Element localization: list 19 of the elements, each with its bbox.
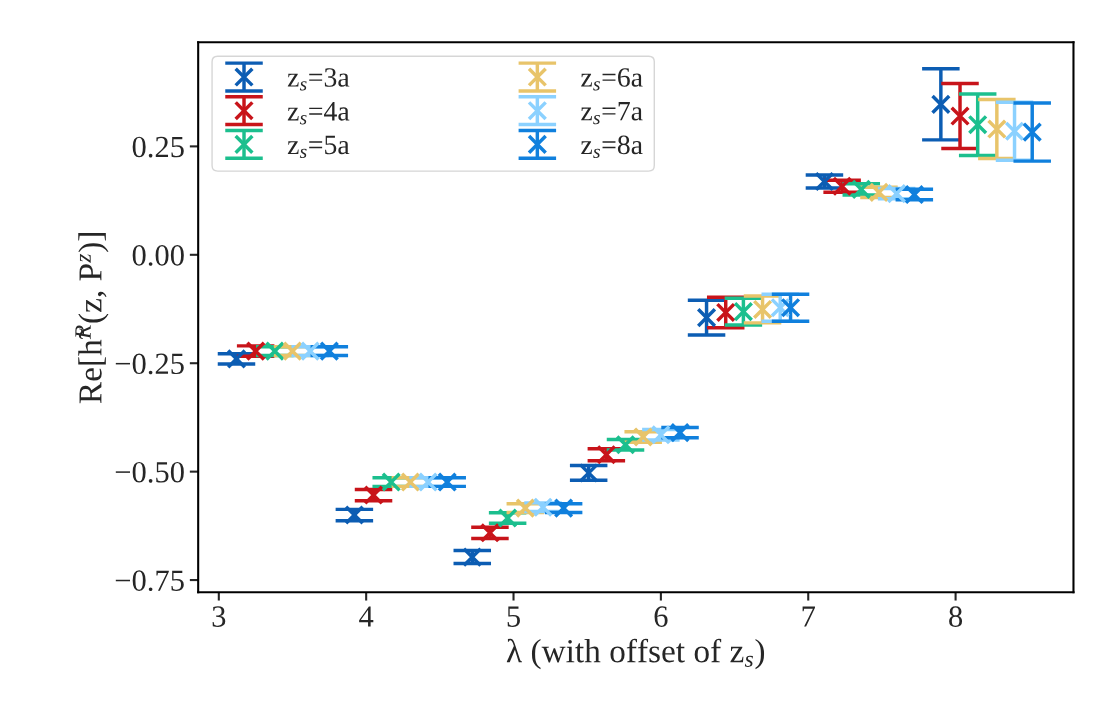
legend-label: z$_{s}$=6a — [581, 68, 643, 91]
y-tick-label: −0.25 — [115, 353, 184, 375]
x-tick-label: 8 — [949, 606, 963, 627]
x-tick-label: 3 — [212, 606, 226, 627]
y-axis-title: Re[h̃$^{R}$(z, P$^{z}$)] — [75, 233, 109, 404]
legend-label: z$_{s}$=4a — [287, 102, 350, 125]
x-tick-label: 6 — [654, 606, 668, 627]
x-tick-label: 4 — [359, 606, 374, 627]
y-tick-label: −0.75 — [115, 570, 184, 592]
y-tick-label: 0.00 — [132, 245, 184, 266]
x-tick-label: 5 — [507, 606, 520, 627]
y-tick-label: 0.25 — [132, 136, 184, 158]
x-axis-title: λ (with offset of z$_{s}$) — [506, 638, 765, 670]
legend-label: z$_{s}$=7a — [581, 102, 643, 125]
legend-label: z$_{s}$=8a — [581, 135, 643, 159]
legend-label: z$_{s}$=3a — [287, 68, 350, 91]
legend-label: z$_{s}$=5a — [287, 135, 350, 159]
x-tick-label: 7 — [802, 606, 815, 627]
y-tick-label: −0.50 — [115, 461, 184, 483]
